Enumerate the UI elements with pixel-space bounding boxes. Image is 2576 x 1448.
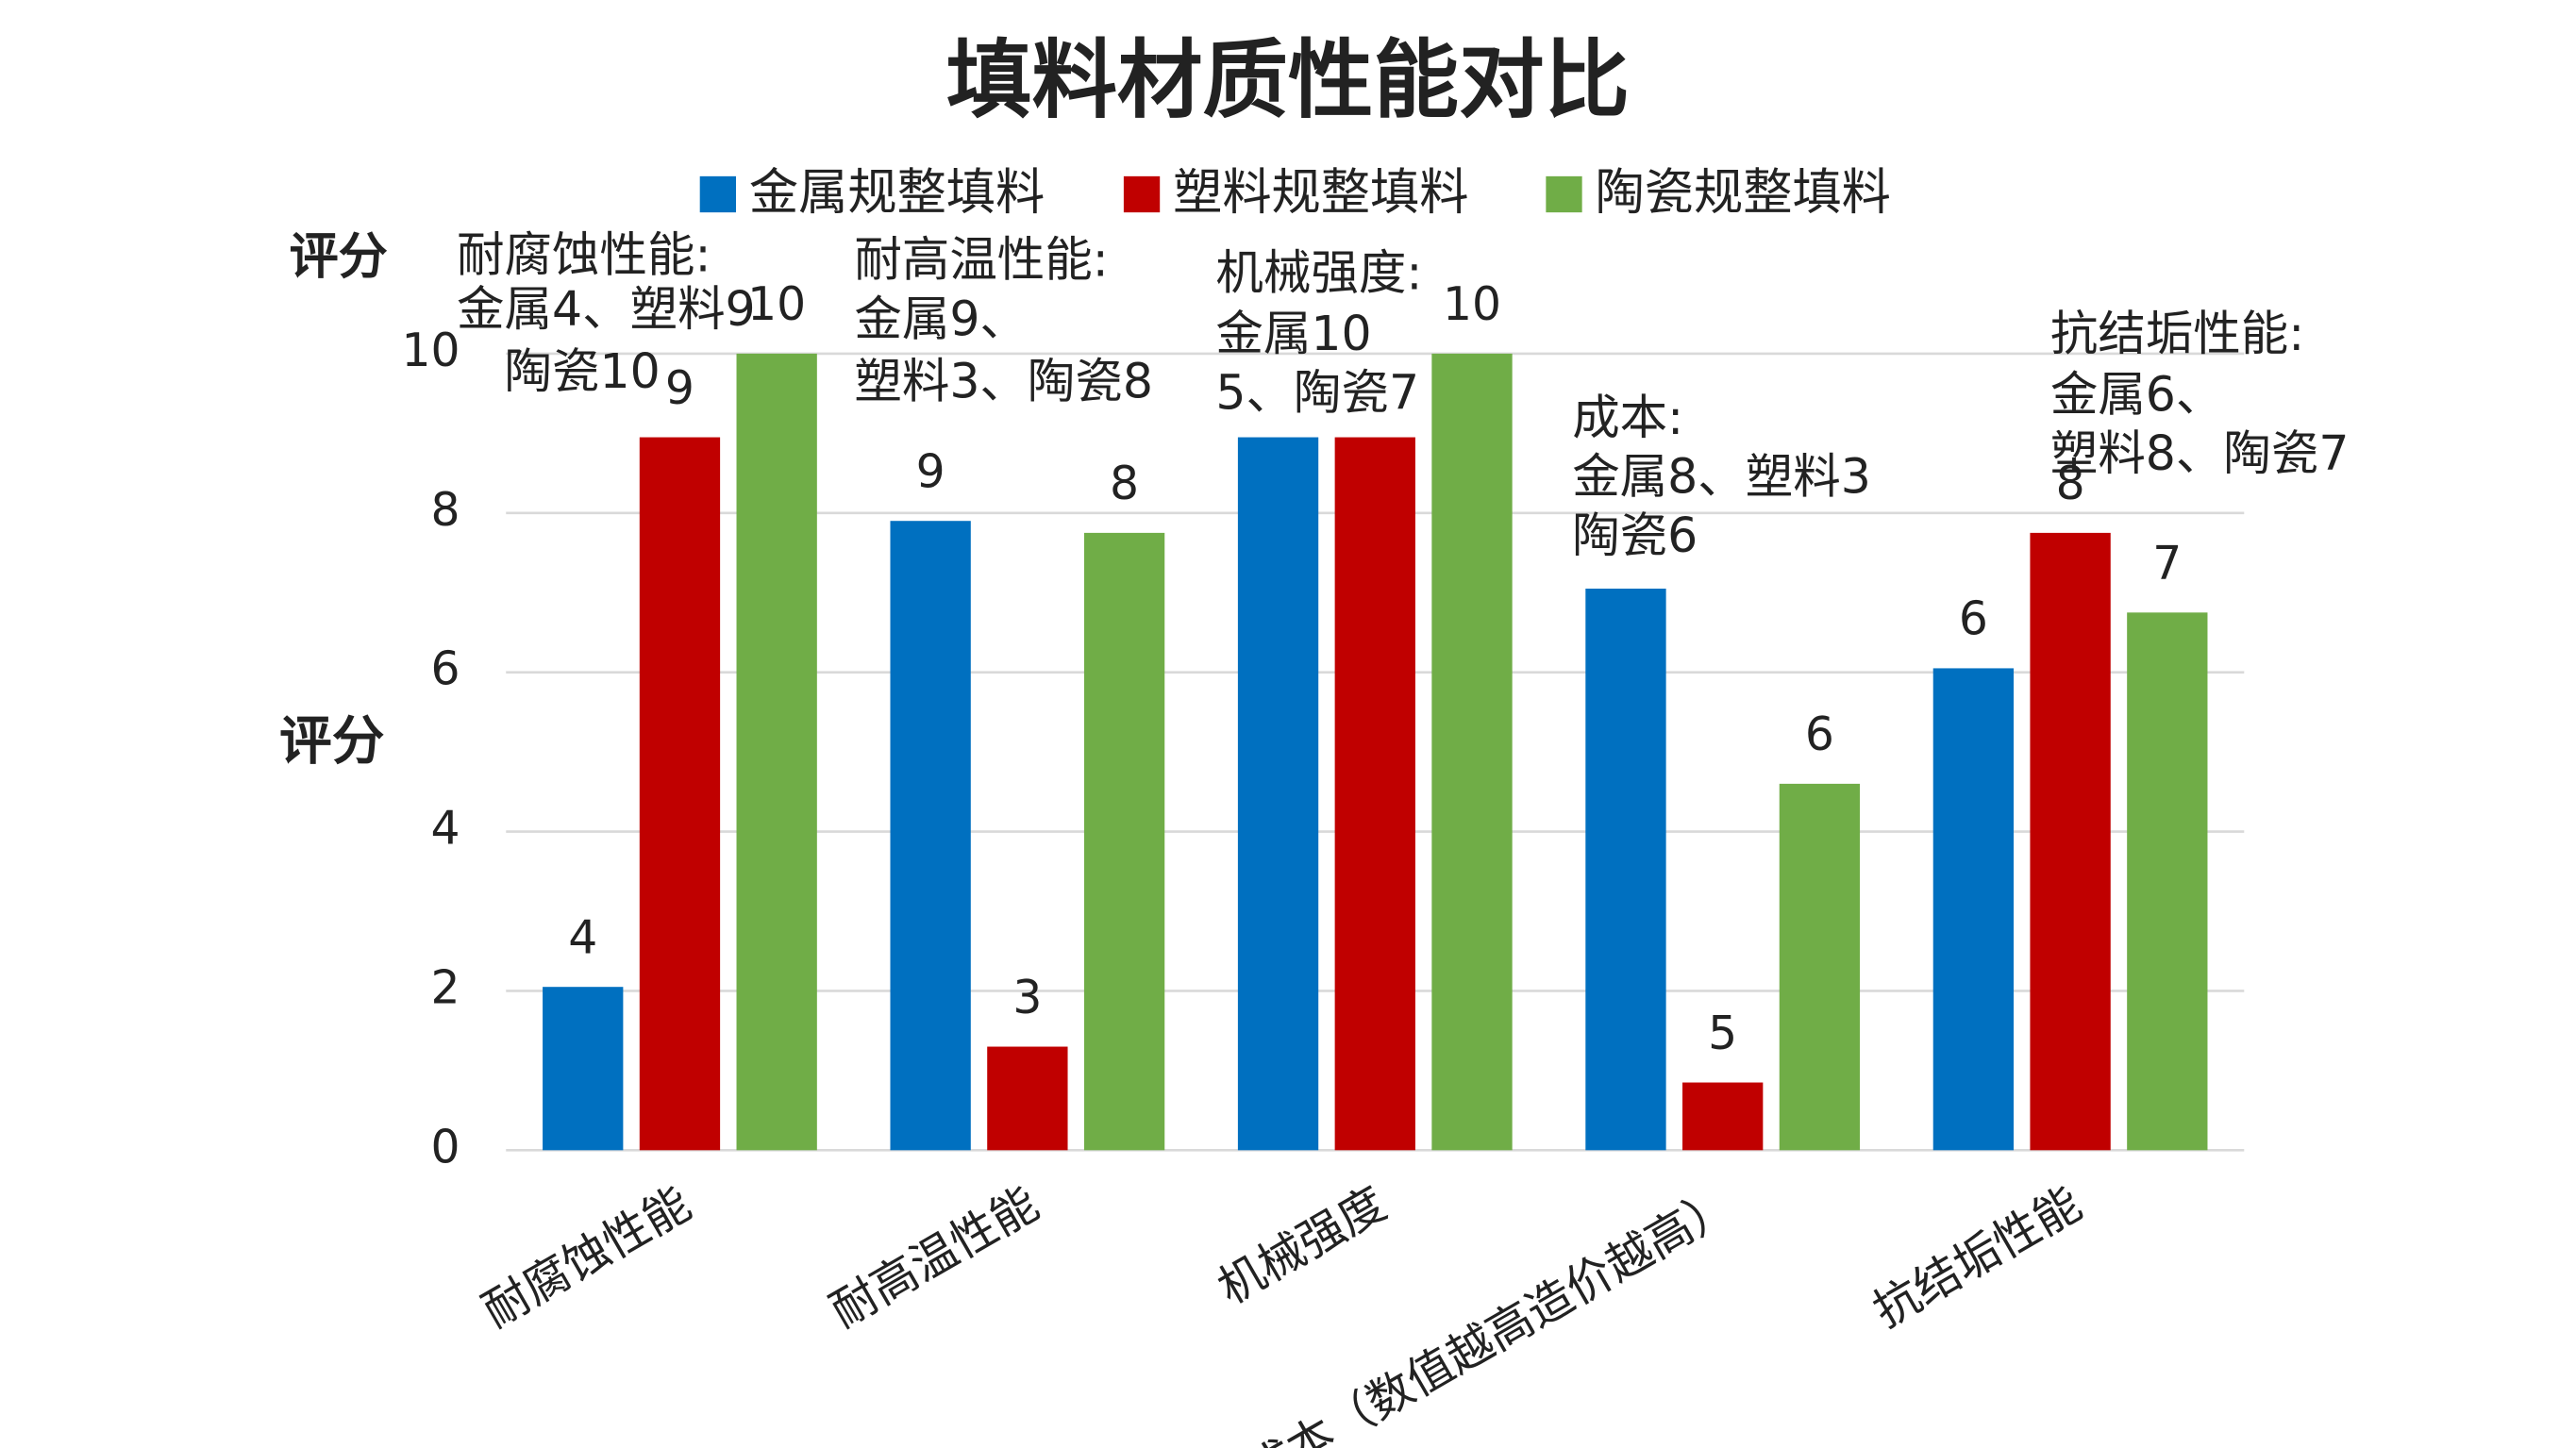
- bar: [1237, 437, 1319, 1151]
- data-label: 8: [1110, 458, 1139, 510]
- data-label: 10: [1443, 278, 1501, 331]
- bar: [1334, 437, 1415, 1151]
- bar: [1083, 532, 1165, 1151]
- annotation: 金属10: [1215, 306, 1371, 361]
- y-unit-label: 评分: [289, 229, 387, 286]
- bar: [639, 437, 721, 1151]
- data-label: 7: [2152, 538, 2182, 591]
- bar: [1779, 783, 1861, 1151]
- data-label: 8: [2056, 458, 2085, 510]
- annotation: 金属8、塑料3: [1572, 448, 1871, 504]
- bar: [1682, 1082, 1764, 1151]
- data-label: 4: [568, 911, 597, 964]
- data-label: 9: [665, 362, 694, 415]
- y-tick-label: 8: [430, 484, 460, 537]
- y-tick-label: 0: [430, 1121, 460, 1173]
- y-tick-label: 2: [430, 961, 460, 1014]
- bar: [890, 521, 971, 1151]
- bar: [1932, 668, 2015, 1151]
- data-label: 6: [1959, 593, 1988, 646]
- bar: [2127, 612, 2208, 1151]
- legend-label: 陶瓷规整填料: [1596, 165, 1891, 222]
- bar: [543, 987, 624, 1151]
- legend-swatch: [699, 175, 736, 213]
- bar: [2030, 532, 2111, 1151]
- y-tick-label: 4: [430, 803, 460, 856]
- annotation: 塑料3、陶瓷8: [854, 353, 1153, 408]
- annotation: 金属6、: [2050, 366, 2224, 422]
- bar: [1585, 588, 1666, 1151]
- data-label: 10: [747, 278, 806, 331]
- annotation: 陶瓷10: [505, 343, 661, 399]
- chart-title: 填料材质性能对比: [946, 31, 1630, 130]
- bar: [1431, 353, 1513, 1151]
- y-axis-title: 评分: [279, 710, 384, 772]
- annotation: 耐高温性能:: [854, 232, 1108, 288]
- annotation: 塑料8、陶瓷7: [2050, 425, 2350, 481]
- y-tick-label: 10: [401, 325, 460, 377]
- annotation: 金属9、: [854, 291, 1028, 346]
- annotation: 成本:: [1572, 390, 1683, 445]
- bar: [987, 1046, 1068, 1151]
- y-tick-label: 6: [430, 643, 460, 696]
- annotation: 机械强度:: [1215, 245, 1422, 301]
- legend-label: 金属规整填料: [749, 165, 1045, 222]
- legend-label: 塑料规整填料: [1173, 165, 1468, 222]
- data-label: 3: [1012, 972, 1042, 1024]
- bar: [736, 353, 817, 1151]
- data-label: 6: [1805, 708, 1834, 761]
- annotation: 耐腐蚀性能:: [457, 226, 711, 282]
- annotation: 陶瓷6: [1572, 508, 1698, 563]
- legend-swatch: [1546, 175, 1582, 213]
- annotation: 金属4、塑料9: [457, 281, 756, 337]
- annotation: 5、陶瓷7: [1215, 365, 1419, 421]
- data-label: 9: [916, 445, 945, 498]
- legend-swatch: [1123, 175, 1161, 213]
- data-label: 5: [1708, 1007, 1737, 1060]
- annotation: 抗结垢性能:: [2050, 306, 2304, 361]
